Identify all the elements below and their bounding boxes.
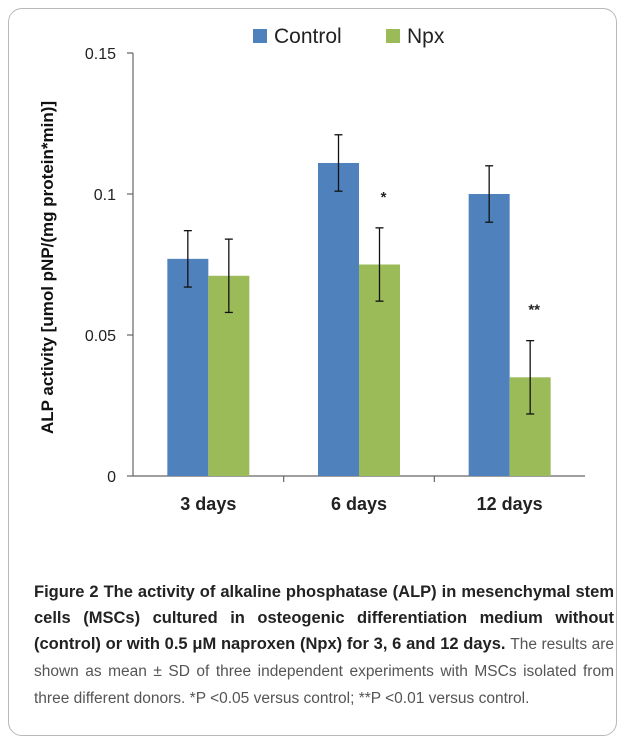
bar [468,194,510,476]
y-tick-label: 0.15 [85,46,116,63]
x-tick-label: 6 days [331,494,387,514]
legend-label: Control [274,25,342,48]
y-tick-label: 0 [107,469,116,486]
significance-marker: ** [528,302,540,319]
bar [318,162,359,477]
x-tick-label: 3 days [180,494,236,514]
figure-frame: 0 0.05 0.1 0.15 3 days 6 days 12 days * ** Cont… [8,8,617,736]
y-axis-label: ALP activity [umol pNP/(mg protein*min)] [38,101,57,434]
chart-axes: 0 0.05 0.1 0.15 3 days 6 days 12 days [85,46,585,514]
y-tick-label: 0.1 [94,187,116,204]
bar [167,258,209,476]
legend-swatch [253,29,267,43]
chart-legend: Control Npx [253,25,445,48]
legend-swatch [386,29,400,43]
y-tick-label: 0.05 [85,328,116,345]
figure-caption: Figure 2 The activity of alkaline phosph… [34,579,614,712]
legend-label: Npx [407,25,445,48]
chart-bars: *** [167,134,551,477]
x-tick-label: 12 days [477,494,543,514]
caption-title: Figure 2 The activity of alkaline phosph… [34,583,614,653]
significance-marker: * [381,189,387,206]
bar-chart: 00.050.10.153 days 6 days 12 days *** Cont… [38,25,585,514]
caption-body: The results are shown as mean ± SD of th… [34,636,614,707]
